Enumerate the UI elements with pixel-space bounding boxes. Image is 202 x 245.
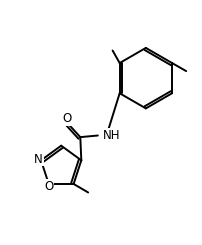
Text: O: O xyxy=(44,180,53,193)
Text: NH: NH xyxy=(102,129,120,142)
Text: N: N xyxy=(34,153,43,166)
Text: O: O xyxy=(62,112,71,125)
